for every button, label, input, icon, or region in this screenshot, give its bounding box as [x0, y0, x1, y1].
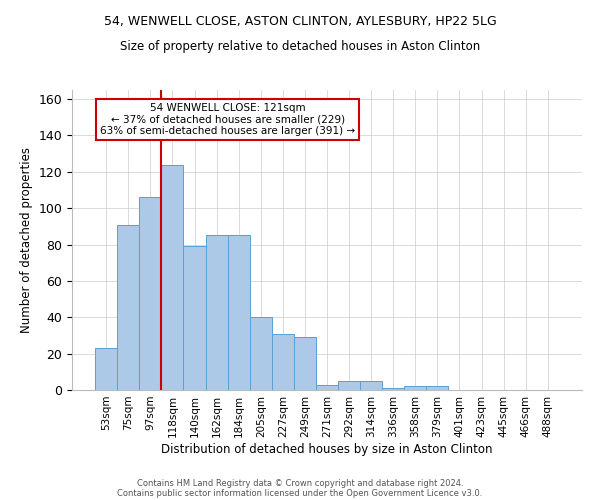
Y-axis label: Number of detached properties: Number of detached properties: [20, 147, 33, 333]
Bar: [316, 384, 338, 390]
Text: Contains public sector information licensed under the Open Government Licence v3: Contains public sector information licen…: [118, 488, 482, 498]
Bar: [360, 381, 382, 390]
Bar: [338, 381, 360, 390]
Text: 54, WENWELL CLOSE, ASTON CLINTON, AYLESBURY, HP22 5LG: 54, WENWELL CLOSE, ASTON CLINTON, AYLESB…: [104, 15, 496, 28]
Bar: [404, 386, 427, 390]
Bar: [139, 198, 161, 390]
Bar: [382, 388, 404, 390]
Bar: [227, 236, 250, 390]
Bar: [117, 224, 139, 390]
Bar: [206, 236, 227, 390]
Bar: [161, 164, 184, 390]
Bar: [272, 334, 294, 390]
Bar: [427, 386, 448, 390]
Bar: [250, 318, 272, 390]
X-axis label: Distribution of detached houses by size in Aston Clinton: Distribution of detached houses by size …: [161, 442, 493, 456]
Bar: [95, 348, 117, 390]
Text: Size of property relative to detached houses in Aston Clinton: Size of property relative to detached ho…: [120, 40, 480, 53]
Text: 54 WENWELL CLOSE: 121sqm
← 37% of detached houses are smaller (229)
63% of semi-: 54 WENWELL CLOSE: 121sqm ← 37% of detach…: [100, 102, 355, 136]
Text: Contains HM Land Registry data © Crown copyright and database right 2024.: Contains HM Land Registry data © Crown c…: [137, 478, 463, 488]
Bar: [184, 246, 206, 390]
Bar: [294, 338, 316, 390]
